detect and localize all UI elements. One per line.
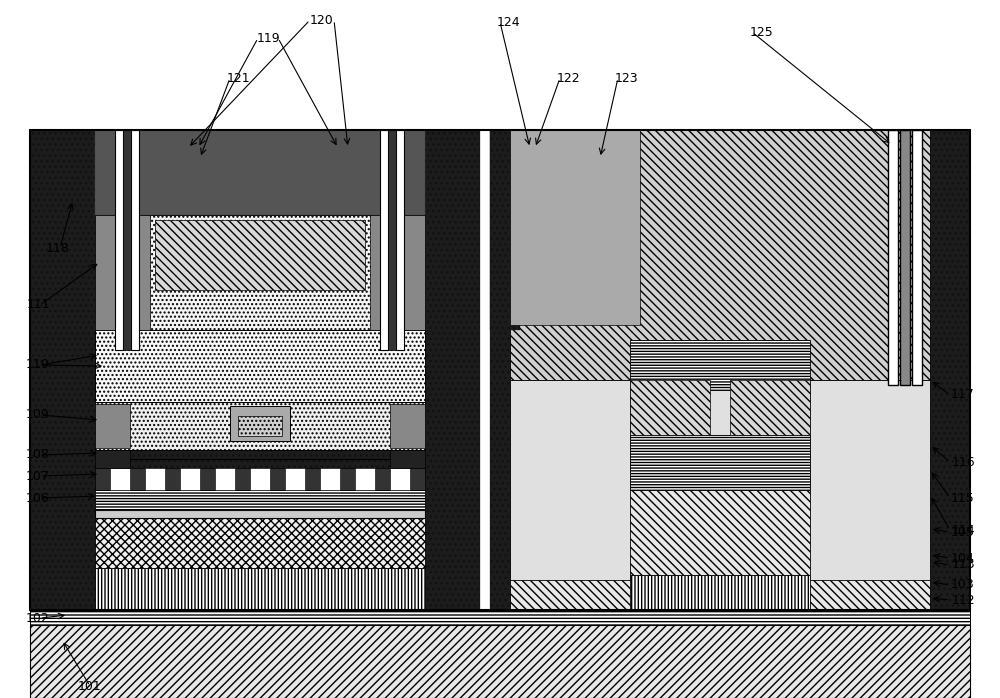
Bar xyxy=(131,130,139,350)
Bar xyxy=(510,490,930,575)
Bar xyxy=(630,390,810,435)
Bar xyxy=(510,130,930,380)
Bar xyxy=(630,340,810,390)
Bar xyxy=(95,468,425,490)
Text: 108: 108 xyxy=(26,449,50,461)
Bar xyxy=(30,610,970,625)
Text: 119: 119 xyxy=(256,31,280,45)
Bar xyxy=(30,130,480,610)
Text: 114: 114 xyxy=(951,524,975,537)
Bar xyxy=(180,468,200,490)
Bar xyxy=(115,130,123,350)
Bar xyxy=(388,130,396,350)
Bar xyxy=(810,380,930,580)
Text: 117: 117 xyxy=(951,389,975,401)
Bar xyxy=(380,130,388,350)
Bar xyxy=(810,575,930,610)
Text: 111: 111 xyxy=(26,299,50,311)
Bar xyxy=(355,468,375,490)
Bar xyxy=(923,130,970,610)
Bar xyxy=(238,416,282,436)
Bar xyxy=(510,130,640,325)
Bar xyxy=(95,568,425,610)
Text: 102: 102 xyxy=(26,611,50,625)
Bar xyxy=(390,404,425,448)
Bar xyxy=(155,220,365,290)
Bar xyxy=(490,130,520,330)
Bar xyxy=(510,380,630,580)
Bar xyxy=(320,468,340,490)
Bar xyxy=(95,518,425,568)
Bar xyxy=(30,625,970,698)
Text: 120: 120 xyxy=(310,13,334,27)
Bar xyxy=(630,435,810,490)
Text: 109: 109 xyxy=(26,408,50,422)
Bar xyxy=(230,406,290,441)
Text: 104: 104 xyxy=(951,551,975,565)
Bar xyxy=(630,380,710,435)
Bar xyxy=(285,468,305,490)
Bar xyxy=(95,215,150,330)
Text: 107: 107 xyxy=(26,470,50,482)
Bar xyxy=(95,510,425,518)
Bar xyxy=(250,468,270,490)
Bar xyxy=(510,575,930,610)
Bar xyxy=(490,130,970,610)
Bar xyxy=(95,490,425,510)
Text: 103: 103 xyxy=(951,579,975,591)
Bar xyxy=(110,468,130,490)
Text: 110: 110 xyxy=(26,359,50,371)
Bar xyxy=(95,404,130,448)
Bar xyxy=(396,130,404,350)
Text: 118: 118 xyxy=(46,242,70,255)
Bar xyxy=(370,215,425,330)
Bar xyxy=(95,130,425,215)
Bar xyxy=(95,402,425,450)
Text: 105: 105 xyxy=(951,526,975,538)
Text: 124: 124 xyxy=(496,15,520,29)
Text: 106: 106 xyxy=(26,491,50,505)
Text: 123: 123 xyxy=(614,71,638,84)
Bar xyxy=(30,130,970,610)
Text: 115: 115 xyxy=(951,491,975,505)
Bar xyxy=(888,130,898,385)
Text: 125: 125 xyxy=(750,26,774,38)
Bar xyxy=(730,380,810,435)
Bar xyxy=(145,468,165,490)
Text: 112: 112 xyxy=(951,593,975,607)
Bar xyxy=(123,130,131,350)
Bar xyxy=(95,450,130,468)
Bar xyxy=(95,330,425,402)
Bar xyxy=(912,130,922,385)
Bar xyxy=(95,215,425,330)
Bar xyxy=(900,130,910,385)
Bar xyxy=(215,468,235,490)
Bar xyxy=(510,575,630,610)
Bar xyxy=(390,468,410,490)
Text: 116: 116 xyxy=(951,456,975,468)
Text: 101: 101 xyxy=(78,679,102,692)
Text: 122: 122 xyxy=(556,71,580,84)
Text: 121: 121 xyxy=(226,71,250,84)
Text: 113: 113 xyxy=(951,558,975,572)
Bar xyxy=(390,450,425,468)
